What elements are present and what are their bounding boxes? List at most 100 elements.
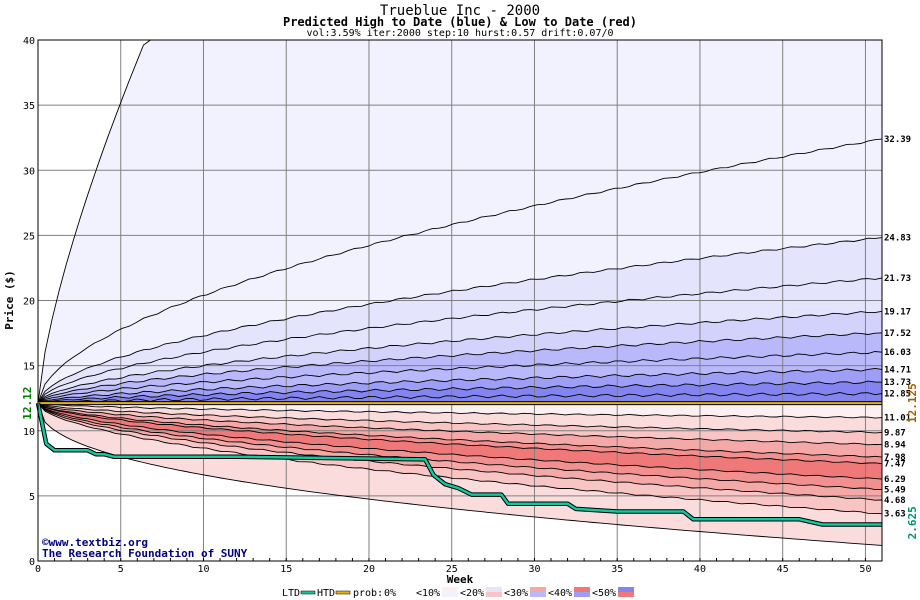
x-tick-label: 30 <box>528 564 540 575</box>
high-curve-9 <box>37 392 883 404</box>
right-value-label: 6.29 <box>884 475 906 485</box>
x-tick-label: 5 <box>118 564 124 575</box>
x-tick-label: 15 <box>280 564 292 575</box>
legend-htd-swatch <box>335 590 351 595</box>
legend-band-swatch-top <box>530 587 546 592</box>
high-curve-4 <box>37 310 883 404</box>
right-value-label: 12.85 <box>884 390 911 400</box>
right-value-label: 17.52 <box>884 329 911 339</box>
band-outer-high <box>38 40 882 404</box>
y-tick-label: 30 <box>23 166 35 177</box>
chart-parameters: vol:3.59% iter:2000 step:10 hurst:0.57 d… <box>306 28 614 39</box>
band-low-4 <box>38 403 882 480</box>
legend-band-swatch-bottom <box>618 592 634 597</box>
low-curve-2 <box>37 402 883 446</box>
band-low-2 <box>38 403 882 458</box>
legend-band-swatch-top <box>486 587 502 592</box>
right-value-label: 3.63 <box>884 510 906 520</box>
low-curve-9 <box>37 402 883 546</box>
y-tick-label: 20 <box>23 297 35 308</box>
right-value-label: 4.68 <box>884 496 906 506</box>
low-curve-5 <box>37 402 883 480</box>
x-tick-label: 10 <box>197 564 209 575</box>
legend-band-swatch-top <box>398 587 414 592</box>
start-price-label: 12.12 <box>21 387 34 420</box>
band-high-5 <box>38 332 882 404</box>
low-curve-0 <box>37 402 883 419</box>
y-tick-label: 40 <box>23 36 35 47</box>
right-value-label: 11.01 <box>884 414 911 424</box>
x-tick-label: 25 <box>446 564 458 575</box>
band-outer-low <box>38 403 882 561</box>
legend-htd-label: HTD <box>317 588 335 599</box>
right-value-label: 8.94 <box>884 441 906 451</box>
right-value-label: 32.39 <box>884 135 911 145</box>
band-low-3 <box>38 403 882 464</box>
legend-band-label: 0% <box>384 588 396 599</box>
low-curve-6 <box>37 402 883 491</box>
right-value-label: 19.17 <box>884 307 911 317</box>
high-curve-2 <box>37 237 883 404</box>
x-tick-label: 35 <box>611 564 623 575</box>
high-curve-8 <box>37 380 883 404</box>
x-tick-label: 0 <box>35 564 41 575</box>
high-curve-6 <box>37 351 883 404</box>
watermark-org: The Research Foundation of SUNY <box>42 547 248 560</box>
legend-ltd-swatch <box>300 590 316 595</box>
band-high-1 <box>38 139 882 404</box>
y-tick-label: 15 <box>23 362 35 373</box>
legend-band-label: <20% <box>460 588 484 599</box>
x-axis-label: Week <box>447 573 474 586</box>
band-high-4 <box>38 311 882 404</box>
high-curve-1 <box>37 138 883 404</box>
right-value-label: 21.73 <box>884 274 911 284</box>
ltd-line <box>36 402 882 526</box>
plot-frame <box>37 39 883 562</box>
right-value-label: 5.49 <box>884 485 906 495</box>
low-curve-3 <box>37 402 883 458</box>
legend-band-label: <10% <box>416 588 440 599</box>
legend-band-swatch-bottom <box>530 592 546 597</box>
legend-band-swatch-top <box>442 587 458 592</box>
watermark-site: ©www.textbiz.org <box>42 536 148 549</box>
current-price-label: 12.125 <box>906 383 919 423</box>
legend: LTD HTD prob: 0% <10% <20% <30% <40% <50% <box>282 587 634 599</box>
legend-band-swatch-bottom <box>486 592 502 597</box>
high-curve-3 <box>37 277 883 404</box>
chart-subtitle: Predicted High to Date (blue) & Low to D… <box>282 15 637 29</box>
high-curve-7 <box>37 367 883 404</box>
band-low-6 <box>38 403 882 501</box>
x-tick-label: 20 <box>363 564 375 575</box>
right-value-label: 7.98 <box>884 453 906 463</box>
low-curve-8 <box>37 402 883 515</box>
y-tick-label: 5 <box>29 492 35 503</box>
y-tick-label: 25 <box>23 231 35 242</box>
chart-title: Trueblue Inc - 2000 <box>379 3 541 19</box>
y-axis-label: Price ($) <box>3 270 16 330</box>
x-tick-label: 40 <box>694 564 706 575</box>
current-low-label: 2.625 <box>906 506 919 539</box>
x-tick-label: 50 <box>859 564 871 575</box>
right-value-label: 14.71 <box>884 365 911 375</box>
band-low-5 <box>38 403 882 490</box>
band-low-inner <box>38 403 882 419</box>
band-high-0 <box>38 40 882 404</box>
legend-band-swatch-top <box>618 587 634 592</box>
legend-band-label: <30% <box>504 588 528 599</box>
high-curve-5 <box>37 332 883 404</box>
band-high-6 <box>38 351 882 404</box>
right-value-label: 16.03 <box>884 348 911 358</box>
band-high-3 <box>38 278 882 404</box>
legend-band-swatch-bottom <box>442 592 458 597</box>
low-curve-7 <box>37 402 883 501</box>
y-tick-label: 0 <box>29 557 35 568</box>
x-tick-label: 45 <box>777 564 789 575</box>
legend-band-swatch-top <box>574 587 590 592</box>
legend-band-label: <50% <box>592 588 616 599</box>
y-tick-label: 10 <box>23 427 35 438</box>
legend-band-label: <40% <box>548 588 572 599</box>
band-low-7 <box>38 403 882 514</box>
y-tick-label: 35 <box>23 101 35 112</box>
low-curve-4 <box>37 402 883 465</box>
